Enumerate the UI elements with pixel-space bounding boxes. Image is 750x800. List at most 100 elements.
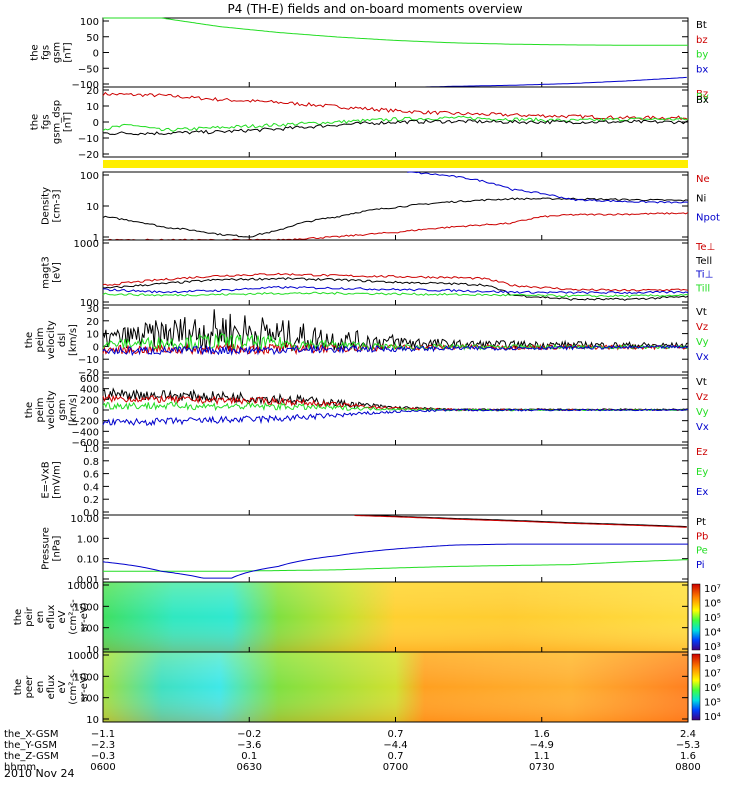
y-tick-label: 1.0 <box>83 444 99 455</box>
y-tick-label: 100 <box>80 171 99 182</box>
series-line-Pt <box>354 514 687 528</box>
y-tick-label: 0.8 <box>83 457 99 468</box>
legend-label: Till <box>695 283 710 294</box>
x-axis-value: 1.6 <box>534 729 550 740</box>
series-line-Bx <box>102 119 689 136</box>
y-tick-label: 10000 <box>67 651 99 662</box>
y-axis-label: [km/s] <box>68 324 79 356</box>
y-tick-label: −50 <box>78 64 99 75</box>
colorbar-label: 10⁶ <box>704 599 721 610</box>
y-tick-label: −10 <box>78 355 99 366</box>
panel-5: 30 20 100 −10 −20 the peim velocity dsl [km/s] Vt V… <box>24 304 709 379</box>
x-axis-row-label: the_Y-GSM <box>4 740 57 751</box>
legend-label: Ez <box>696 447 708 458</box>
series-line-Ni <box>102 197 689 238</box>
series-line-Pb <box>354 515 687 528</box>
x-axis-value: −0.3 <box>91 751 115 762</box>
quality-flag-bar <box>103 160 688 168</box>
y-tick-label: 0.6 <box>83 470 99 481</box>
legend-label: Bt <box>696 20 707 31</box>
y-tick-label: 0 <box>93 118 99 129</box>
y-tick-label: 200 <box>80 395 99 406</box>
legend-label: Vx <box>696 352 709 363</box>
y-axis-label: eflux <box>46 605 57 630</box>
legend-label: Te⊥ <box>695 242 715 253</box>
y-tick-label: −200 <box>72 417 99 428</box>
legend-label: Vy <box>696 337 709 348</box>
y-axis-label: sr-eV) <box>79 602 90 631</box>
x-axis-row-label: the_Z-GSM <box>4 751 59 762</box>
plot-date: 2010 Nov 24 <box>4 767 74 780</box>
panel-10: 10⁸ 10⁷ 10⁶ 10⁵ 10⁴ 10000 1000 100 10 the peer en ef… <box>13 651 721 726</box>
series-line-by <box>103 17 688 46</box>
y-tick-label: 0.2 <box>83 495 99 506</box>
y-tick-label: 1000 <box>74 602 99 613</box>
colorbar-label: 10³ <box>704 642 721 653</box>
y-tick-label: 0.0 <box>83 508 99 519</box>
colorbar-label: 10⁷ <box>704 669 721 680</box>
legend-label: bx <box>696 64 708 75</box>
series-line-Vx <box>102 408 689 427</box>
y-axis-label: peim <box>35 397 46 422</box>
colorbar-label: 10⁴ <box>704 712 721 723</box>
y-axis-label: Density <box>41 187 52 225</box>
x-axis-value: 0.7 <box>388 751 404 762</box>
y-axis-label: [mV/m] <box>52 461 63 499</box>
y-axis-label: gsm <box>52 42 63 63</box>
y-tick-label: 10 <box>86 330 99 341</box>
y-tick-label: 10 <box>86 202 99 213</box>
series-line-Ti⊥ <box>102 285 689 295</box>
y-axis-label: sr-eV) <box>79 672 90 701</box>
y-tick-label: 100 <box>80 17 99 28</box>
x-axis-value: −2.3 <box>91 740 115 751</box>
colorbar-label: 10⁶ <box>704 683 721 694</box>
legend-label: Ex <box>696 487 708 498</box>
series-line-By <box>102 115 689 132</box>
legend-label: Vx <box>696 422 709 433</box>
legend-label: Vz <box>696 392 708 403</box>
x-axis-value: 0630 <box>237 762 262 773</box>
y-axis-label: en <box>35 681 46 694</box>
x-axis-row-label: hhmm <box>4 762 36 773</box>
series-line-Vz <box>102 393 689 412</box>
y-tick-label: 0.4 <box>83 482 99 493</box>
x-axis-value: −4.9 <box>530 740 554 751</box>
x-axis-value: 1.6 <box>680 751 696 762</box>
y-axis-label: (cm²-s- <box>68 669 79 705</box>
colorbar-label: 10⁵ <box>704 613 721 624</box>
x-axis-value: 0.1 <box>241 751 257 762</box>
legend-label: Pb <box>696 531 708 542</box>
legend-label: Tell <box>695 256 712 267</box>
y-axis-label: the <box>13 679 24 695</box>
y-tick-label: 0.01 <box>77 575 99 586</box>
y-axis-label: fgs <box>41 114 52 129</box>
legend-label: Pi <box>696 560 705 571</box>
legend-label: Vt <box>696 377 707 388</box>
legend-label: Ne <box>696 174 710 185</box>
y-axis-label: the <box>30 44 41 60</box>
y-axis-label: [km/s] <box>68 394 79 426</box>
legend-label: Vz <box>696 322 708 333</box>
series-line-Pe <box>103 559 688 572</box>
y-tick-label: 30 <box>86 304 99 315</box>
y-axis-label: [nPa] <box>52 535 63 561</box>
y-tick-label: 10 <box>86 645 99 656</box>
y-tick-label: 0 <box>93 406 99 417</box>
panel-3: 100 10 1 Density [cm-3] Ne Ni Npot <box>41 171 720 244</box>
y-tick-label: 10000 <box>67 581 99 592</box>
series-line-Till <box>102 291 689 298</box>
series-line-Bz <box>102 91 689 120</box>
x-axis-value: 0730 <box>529 762 554 773</box>
series-line-Vy <box>102 332 689 352</box>
y-axis-label: peim <box>35 327 46 352</box>
x-axis-value: 0.7 <box>388 729 404 740</box>
colorbar <box>691 653 701 721</box>
y-axis-label: the <box>24 402 35 418</box>
y-tick-label: −400 <box>72 427 99 438</box>
y-tick-label: 0 <box>93 342 99 353</box>
y-axis-label: velocity <box>46 320 57 359</box>
y-axis-label: peir <box>24 606 35 626</box>
